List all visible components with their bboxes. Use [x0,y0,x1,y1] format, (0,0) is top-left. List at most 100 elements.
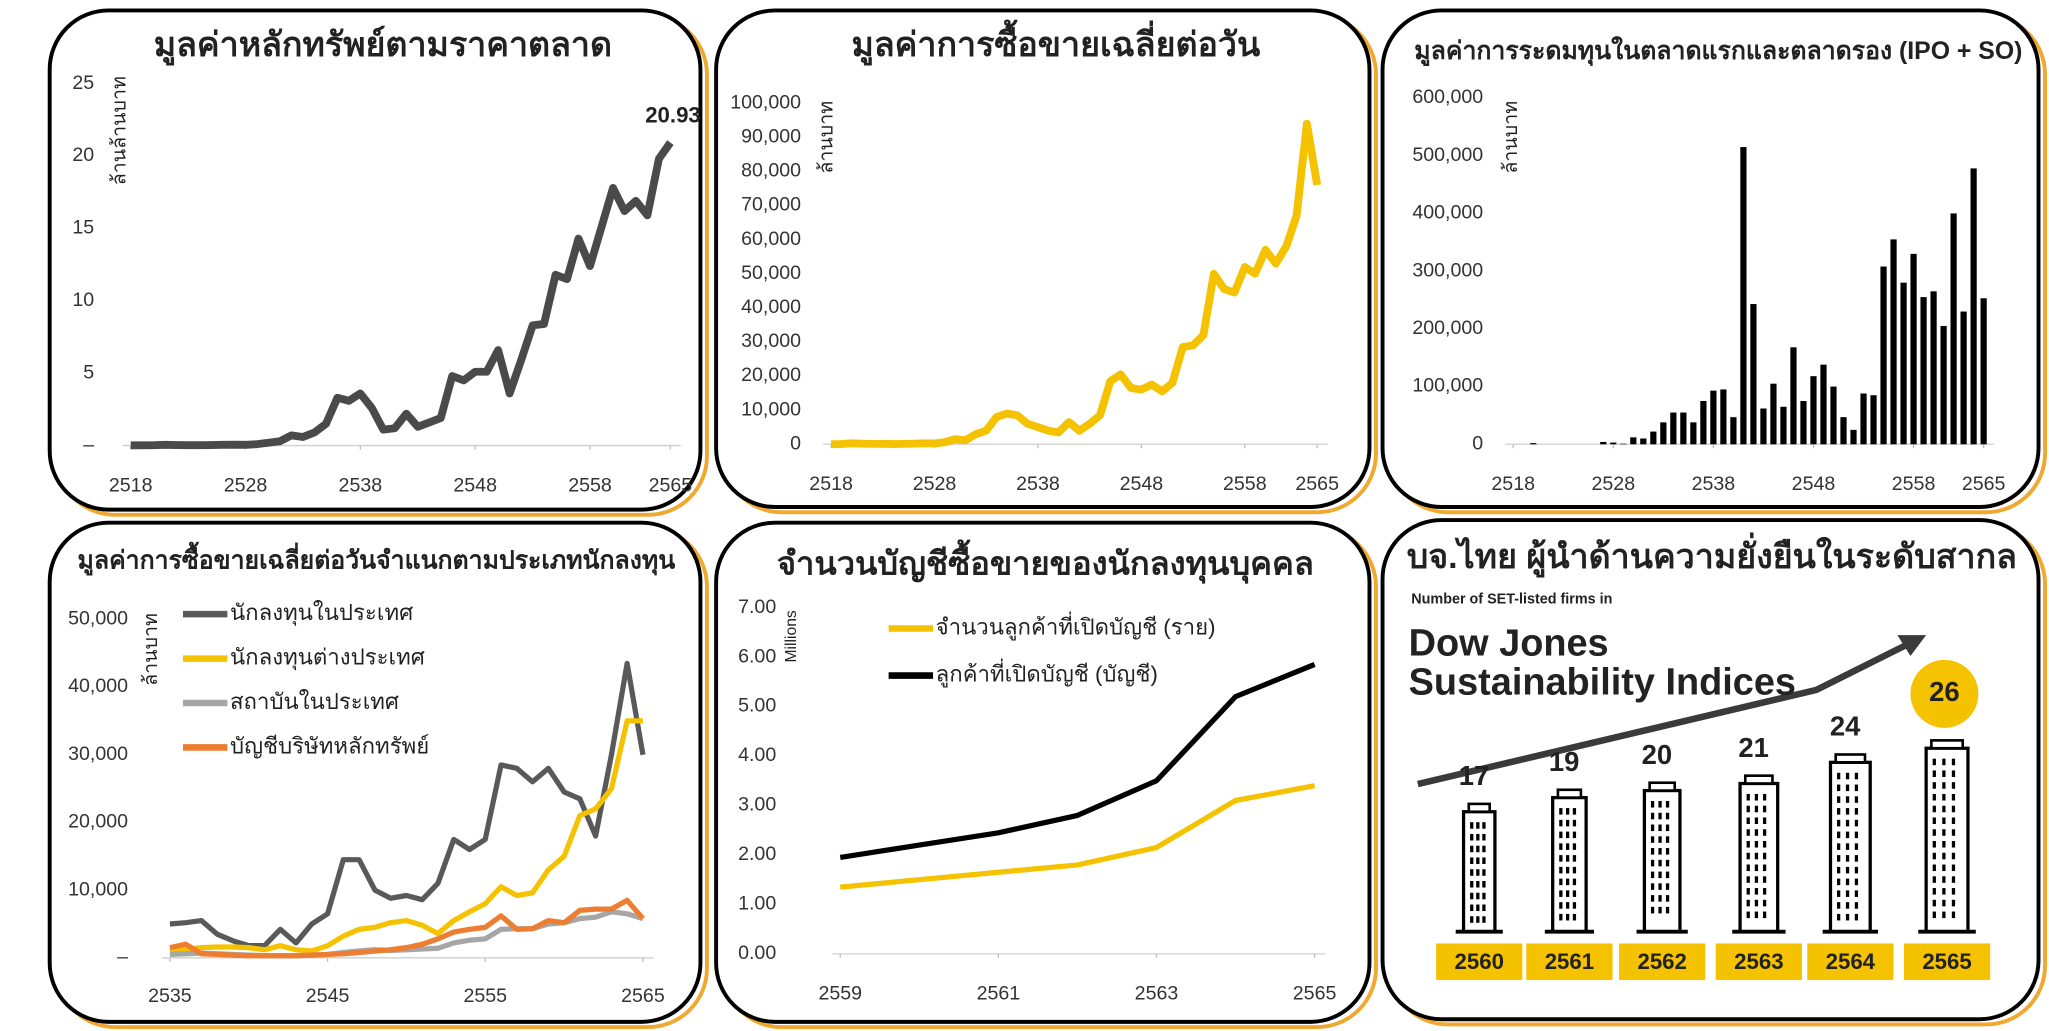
window [1854,890,1859,897]
window [1951,793,1956,801]
highlight-circle [1910,659,1979,728]
x-tick-label: 2563 [1135,983,1179,1005]
window [1572,819,1577,827]
window [1951,758,1956,766]
x-tick-label: 2565 [1293,983,1337,1005]
window [1746,805,1750,813]
x-tick-label: 2518 [809,473,853,495]
legend-label: ลูกค้าที่เปิดบัญชี (บัญชี) [936,658,1158,687]
y-tick-label: 60,000 [741,228,801,250]
window [1932,805,1936,813]
window [1566,890,1570,897]
window [1845,913,1850,921]
window [1854,808,1859,815]
window [1650,812,1655,820]
building [1551,795,1588,934]
y-tick-label: 10,000 [741,398,801,420]
bar [1710,390,1717,445]
window [1942,864,1946,872]
window [1762,805,1767,813]
window [1762,793,1767,801]
y-tick-label: 50,000 [741,262,801,284]
window [1665,801,1670,808]
window [1951,782,1956,789]
window [1665,824,1670,832]
x-tick-label: 2565 [621,985,665,1007]
value-label: 19 [1549,746,1580,777]
y-tick-label: 40,000 [741,296,801,318]
window [1942,888,1946,895]
window [1658,836,1662,843]
y-tick-label: 20,000 [68,811,128,833]
window [1566,808,1570,815]
y-tick-label: 30,000 [741,330,801,352]
window [1754,829,1759,836]
window [1754,852,1759,860]
window [1837,878,1841,886]
window [1658,824,1662,832]
window [1845,831,1850,839]
window [1658,906,1662,914]
window [1942,817,1946,825]
window [1572,866,1577,874]
window [1482,822,1486,829]
window [1746,876,1750,883]
bar [1910,253,1917,445]
window [1951,817,1956,825]
window [1762,852,1767,860]
window [1470,916,1474,923]
window [1845,890,1850,897]
window [1932,888,1936,895]
year-box [1807,943,1894,981]
bar [1760,408,1767,445]
bar [1880,266,1887,445]
window [1650,824,1655,832]
window [1951,841,1956,848]
window [1746,899,1750,907]
window [1951,805,1956,813]
value-label: 20 [1642,739,1673,770]
window [1845,784,1850,792]
window [1932,852,1936,860]
window [1854,855,1859,862]
window [1746,888,1750,895]
window [1854,878,1859,886]
x-tick-label: 2555 [463,985,507,1007]
window [1932,758,1936,766]
window [1932,782,1936,789]
bar [1670,412,1677,445]
y-tick-label: 1.00 [738,893,776,915]
x-tick-label: 2528 [224,474,268,496]
x-tick-label: 2538 [339,474,383,496]
window [1754,864,1759,872]
window [1837,772,1841,780]
x-tick-label: 2565 [1295,473,1339,495]
window [1854,866,1859,874]
window [1482,857,1486,865]
line [839,662,1316,861]
panel [47,520,703,1024]
bar [1620,443,1627,445]
window [1942,852,1946,860]
building [1642,788,1682,934]
window [1658,895,1662,902]
window [1942,793,1946,801]
window [1482,869,1486,876]
value-label: 17 [1459,760,1490,791]
window [1942,758,1946,766]
year-label: 2563 [1734,949,1783,974]
window [1932,899,1936,907]
window [1572,831,1577,839]
bar [1660,422,1667,445]
bar [1610,442,1617,445]
value-label: 26 [1929,676,1960,707]
y-tick-label: 400,000 [1412,202,1483,224]
y-tick-label: 10,000 [68,878,128,900]
x-tick-label: 2565 [1962,473,2006,495]
window [1942,770,1946,777]
bar [1960,311,1967,445]
x-tick-label: 2565 [649,474,693,496]
y-tick-label: – [83,434,94,456]
window [1837,890,1841,897]
window [1482,916,1486,923]
